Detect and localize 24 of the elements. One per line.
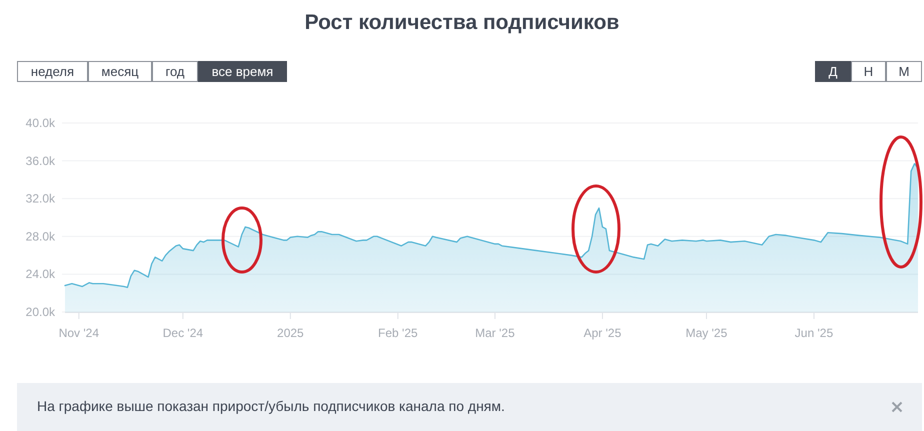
x-tick-label: May '25	[686, 326, 728, 340]
text: На графике выше показан прирост/убыль подписчиков канала по дням.	[37, 398, 505, 414]
y-tick-label: 20.0k	[26, 305, 56, 319]
x-tick-label: Mar '25	[475, 326, 516, 340]
toggle-button[interactable]: Н	[851, 61, 886, 82]
toggle-button[interactable]: все время	[198, 61, 287, 82]
close-icon[interactable]	[892, 402, 902, 412]
toggle-button[interactable]: год	[152, 61, 198, 82]
x-tick-label: Apr '25	[584, 326, 622, 340]
x-tick-label: Feb '25	[378, 326, 418, 340]
toggle-button[interactable]: месяц	[88, 61, 152, 82]
y-tick-label: 36.0k	[26, 154, 56, 168]
x-tick-label: Dec '24	[162, 326, 204, 340]
x-tick-label: 2025	[277, 326, 304, 340]
y-tick-label: 24.0k	[26, 267, 56, 282]
chart-title: Рост количества подписчиков	[304, 11, 620, 34]
toggle-button[interactable]: неделя	[17, 61, 88, 82]
x-tick-label: Jun '25	[794, 326, 834, 340]
y-tick-label: 28.0k	[26, 229, 56, 244]
toggle-button[interactable]: Д	[815, 61, 851, 82]
y-tick-label: 32.0k	[26, 192, 56, 206]
toggle-button[interactable]: М	[886, 61, 922, 82]
y-tick-label: 40.0k	[26, 116, 56, 130]
x-tick-label: Nov '24	[58, 326, 100, 340]
